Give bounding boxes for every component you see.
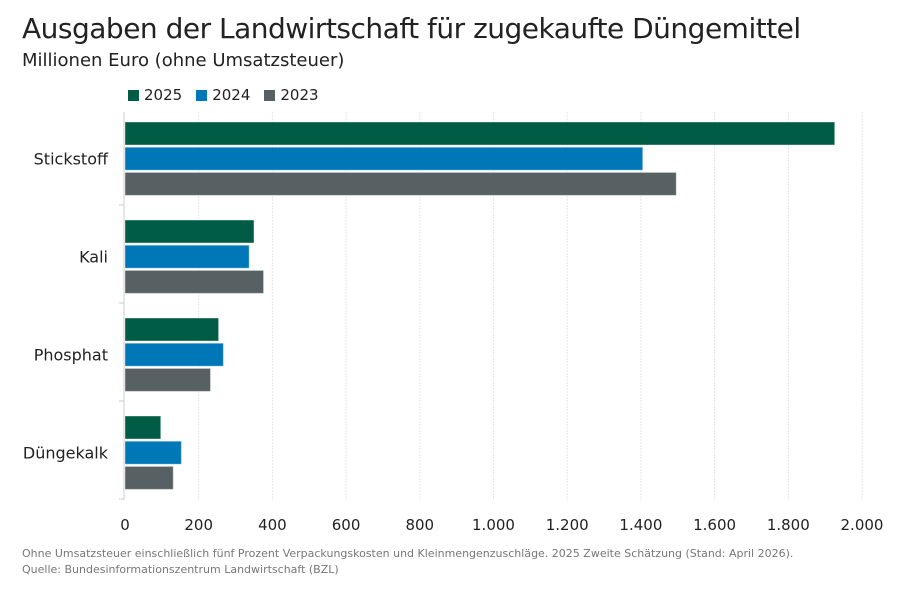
bar-2024-phosphat (124, 342, 224, 367)
bar-2025-kali (124, 219, 255, 244)
x-tick-label: 200 (184, 516, 213, 534)
x-tick-label: 1.600 (693, 516, 736, 534)
bar-2023-kali (124, 269, 265, 294)
x-tick-label: 1.400 (619, 516, 662, 534)
legend-item-2023: 2023 (264, 86, 319, 104)
x-tick-label: 1.800 (767, 516, 810, 534)
legend-label: 2024 (212, 86, 251, 104)
chart-title: Ausgaben der Landwirtschaft für zugekauf… (22, 12, 801, 45)
bar-2024-stickstoff (124, 146, 644, 171)
bar-2025-stickstoff (124, 121, 836, 146)
legend-swatch (264, 89, 276, 101)
legend-item-2024: 2024 (196, 86, 250, 104)
x-tick-label: 0 (120, 516, 130, 534)
bar-2025-phosphat (124, 317, 220, 342)
bar-2023-phosphat (124, 367, 211, 392)
legend-label: 2025 (144, 86, 183, 104)
x-tick-label: 400 (258, 516, 287, 534)
footnote: Ohne Umsatzsteuer einschließlich fünf Pr… (22, 547, 794, 560)
legend-swatch (128, 89, 139, 101)
legend-swatch (196, 89, 208, 101)
legend-label: 2023 (280, 86, 319, 104)
legend-item-2025: 2025 (128, 86, 182, 104)
legend: 2025 2024 2023 (128, 86, 319, 104)
category-label: Phosphat (34, 346, 108, 365)
bar-2023-stickstoff (124, 171, 677, 196)
category-label: Stickstoff (34, 150, 109, 169)
x-tick-label: 600 (332, 516, 361, 534)
x-tick-label: 800 (405, 516, 434, 534)
x-tick-label: 1.000 (472, 516, 515, 534)
bar-2024-düngekalk (124, 440, 182, 465)
chart-subtitle: Millionen Euro (ohne Umsatzsteuer) (22, 50, 345, 71)
x-tick-label: 2.000 (841, 516, 884, 534)
bar-2025-düngekalk (124, 415, 162, 440)
category-label: Kali (79, 248, 108, 267)
category-label: Düngekalk (23, 444, 109, 463)
source: Quelle: Bundesinformationszentrum Landwi… (22, 563, 339, 576)
x-tick-label: 1.200 (546, 516, 589, 534)
bar-2024-kali (124, 244, 250, 269)
bar-2023-düngekalk (124, 465, 174, 490)
